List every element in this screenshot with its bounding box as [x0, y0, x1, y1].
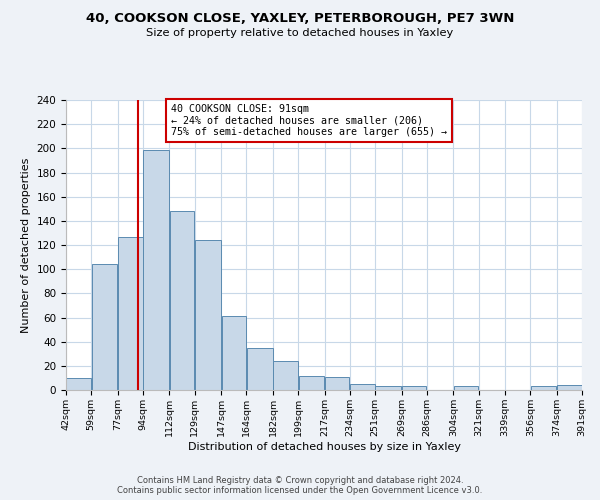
Bar [350, 384, 374, 390]
Text: 40 COOKSON CLOSE: 91sqm
← 24% of detached houses are smaller (206)
75% of semi-d: 40 COOKSON CLOSE: 91sqm ← 24% of detache… [171, 104, 447, 137]
Bar [195, 240, 221, 390]
Bar [118, 236, 143, 390]
Bar [299, 376, 325, 390]
Bar [530, 386, 556, 390]
Bar [221, 316, 246, 390]
Bar [274, 361, 298, 390]
Bar [557, 385, 581, 390]
Bar [247, 348, 272, 390]
X-axis label: Distribution of detached houses by size in Yaxley: Distribution of detached houses by size … [187, 442, 461, 452]
Bar [143, 150, 169, 390]
Bar [402, 386, 427, 390]
Bar [67, 378, 91, 390]
Text: 40, COOKSON CLOSE, YAXLEY, PETERBOROUGH, PE7 3WN: 40, COOKSON CLOSE, YAXLEY, PETERBOROUGH,… [86, 12, 514, 26]
Text: Size of property relative to detached houses in Yaxley: Size of property relative to detached ho… [146, 28, 454, 38]
Bar [170, 211, 194, 390]
Bar [376, 386, 401, 390]
Bar [92, 264, 118, 390]
Text: Contains public sector information licensed under the Open Government Licence v3: Contains public sector information licen… [118, 486, 482, 495]
Bar [325, 376, 349, 390]
Text: Contains HM Land Registry data © Crown copyright and database right 2024.: Contains HM Land Registry data © Crown c… [137, 476, 463, 485]
Y-axis label: Number of detached properties: Number of detached properties [21, 158, 31, 332]
Bar [454, 386, 478, 390]
